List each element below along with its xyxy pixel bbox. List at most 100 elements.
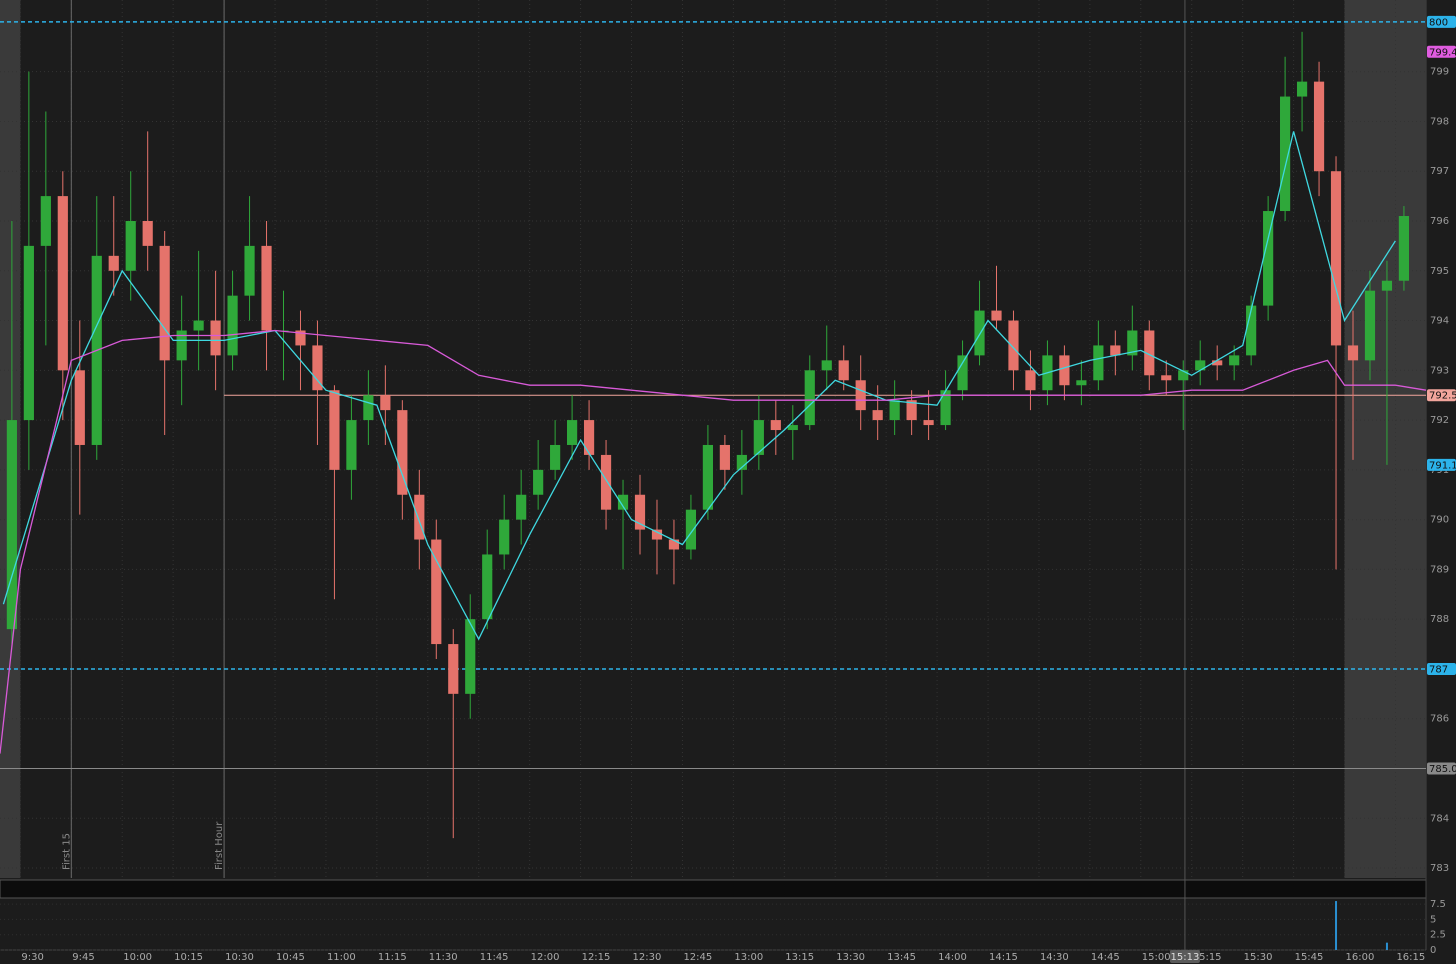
price-tag-label: 800 xyxy=(1429,17,1448,28)
price-tag xyxy=(1427,15,1456,28)
candle-body xyxy=(634,494,646,530)
x-tick-label: 10:15 xyxy=(174,952,203,963)
x-tick-label: 12:15 xyxy=(582,952,611,963)
candle-body xyxy=(719,444,730,470)
candle-body xyxy=(1347,345,1359,361)
x-tick-label: 11:30 xyxy=(429,952,458,963)
x-tick-label: 11:00 xyxy=(327,952,356,963)
volume-tick-label: 7.5 xyxy=(1430,899,1446,910)
x-tick-label: 10:30 xyxy=(225,952,254,963)
candle-body xyxy=(1381,280,1393,291)
x-tick-label: 13:00 xyxy=(734,952,763,963)
candle-body xyxy=(906,400,917,421)
x-tick-label: 11:45 xyxy=(480,952,509,963)
candle-body xyxy=(1263,211,1274,306)
x-tick-label: 9:45 xyxy=(72,952,94,963)
candle-body xyxy=(974,310,985,356)
volume-tick-label: 2.5 xyxy=(1430,930,1446,941)
candle-body xyxy=(787,425,798,431)
pane-separator xyxy=(0,879,1427,899)
x-tick-label: 14:45 xyxy=(1091,952,1120,963)
candle-body xyxy=(685,509,697,550)
price-tag-label: 785.0 xyxy=(1429,764,1456,775)
x-tick-label: 15:45 xyxy=(1295,952,1324,963)
candle-body xyxy=(6,420,17,630)
candle-body xyxy=(923,420,934,426)
candle-body xyxy=(431,539,442,645)
candle-body xyxy=(668,539,680,550)
candle-body xyxy=(40,196,51,246)
x-tick-label: 14:30 xyxy=(1040,952,1069,963)
candle-body xyxy=(380,395,391,411)
candle-body xyxy=(838,360,849,381)
candle-body xyxy=(261,245,272,331)
price-tag xyxy=(1427,762,1456,775)
candle-body xyxy=(1195,360,1206,371)
candle-body xyxy=(804,370,815,426)
volume-bar xyxy=(1335,901,1338,950)
extended-hours xyxy=(1344,0,1426,878)
volume-bar xyxy=(1385,942,1388,950)
candle-body xyxy=(1280,96,1291,212)
x-tick-label: 15:30 xyxy=(1244,952,1273,963)
candle-body xyxy=(23,245,34,421)
candle-body xyxy=(702,444,713,510)
price-tag-label: 787 xyxy=(1429,664,1448,675)
candle-body xyxy=(57,196,68,371)
marker-label: First Hour xyxy=(214,821,225,870)
cursor-label: 15:13 xyxy=(1171,952,1200,963)
candle-body xyxy=(753,420,764,455)
candle-body xyxy=(465,619,476,694)
candle-body xyxy=(1076,380,1087,386)
y-tick-label: 784 xyxy=(1430,813,1449,824)
candle-body xyxy=(397,410,408,495)
candle-body xyxy=(193,320,204,331)
overlay-line xyxy=(2,131,1396,641)
candle-body xyxy=(567,420,578,445)
y-tick-label: 786 xyxy=(1430,714,1449,725)
candle-body xyxy=(889,400,900,421)
candle-body xyxy=(617,494,629,510)
candle-body xyxy=(1093,345,1104,381)
candle-body xyxy=(210,320,221,356)
x-tick-label: 12:00 xyxy=(531,952,560,963)
candle-body xyxy=(363,395,374,421)
volume-tick-label: 5 xyxy=(1430,914,1436,925)
candle-body xyxy=(1212,360,1223,366)
candle-body xyxy=(448,644,459,694)
x-tick-label: 14:15 xyxy=(989,952,1018,963)
candle-body xyxy=(1178,370,1189,381)
candle-body xyxy=(533,469,544,495)
x-tick-label: 9:30 xyxy=(21,952,43,963)
price-tag xyxy=(1427,45,1456,58)
candle-body xyxy=(312,345,323,391)
candle-body xyxy=(1296,81,1308,97)
marker-label: First 15 xyxy=(61,833,72,870)
candle-body xyxy=(159,245,170,361)
y-tick-label: 796 xyxy=(1430,216,1449,227)
candle-body xyxy=(583,420,595,455)
y-tick-label: 789 xyxy=(1430,564,1449,575)
overlay-line xyxy=(0,329,1427,754)
candle-body xyxy=(74,370,85,445)
price-tag-label: 792.5 xyxy=(1429,391,1456,402)
x-tick-label: 13:45 xyxy=(887,952,916,963)
candle-body xyxy=(414,494,425,540)
candle-body xyxy=(142,220,153,246)
x-tick-label: 13:30 xyxy=(836,952,865,963)
price-tag-label: 799.4 xyxy=(1429,47,1456,58)
candle-body xyxy=(651,529,663,540)
candle-body xyxy=(1398,216,1410,281)
x-tick-label: 10:00 xyxy=(123,952,152,963)
candle-body xyxy=(176,330,187,361)
y-tick-label: 794 xyxy=(1430,316,1449,327)
candle-body xyxy=(1110,345,1121,356)
candle-body xyxy=(957,355,968,391)
candle-body xyxy=(940,390,951,426)
candle-body xyxy=(991,310,1002,321)
candle-body xyxy=(516,494,527,520)
y-tick-label: 790 xyxy=(1430,515,1449,526)
x-tick-label: 10:45 xyxy=(276,952,305,963)
candle-body xyxy=(1330,171,1342,346)
y-tick-label: 798 xyxy=(1430,116,1449,127)
